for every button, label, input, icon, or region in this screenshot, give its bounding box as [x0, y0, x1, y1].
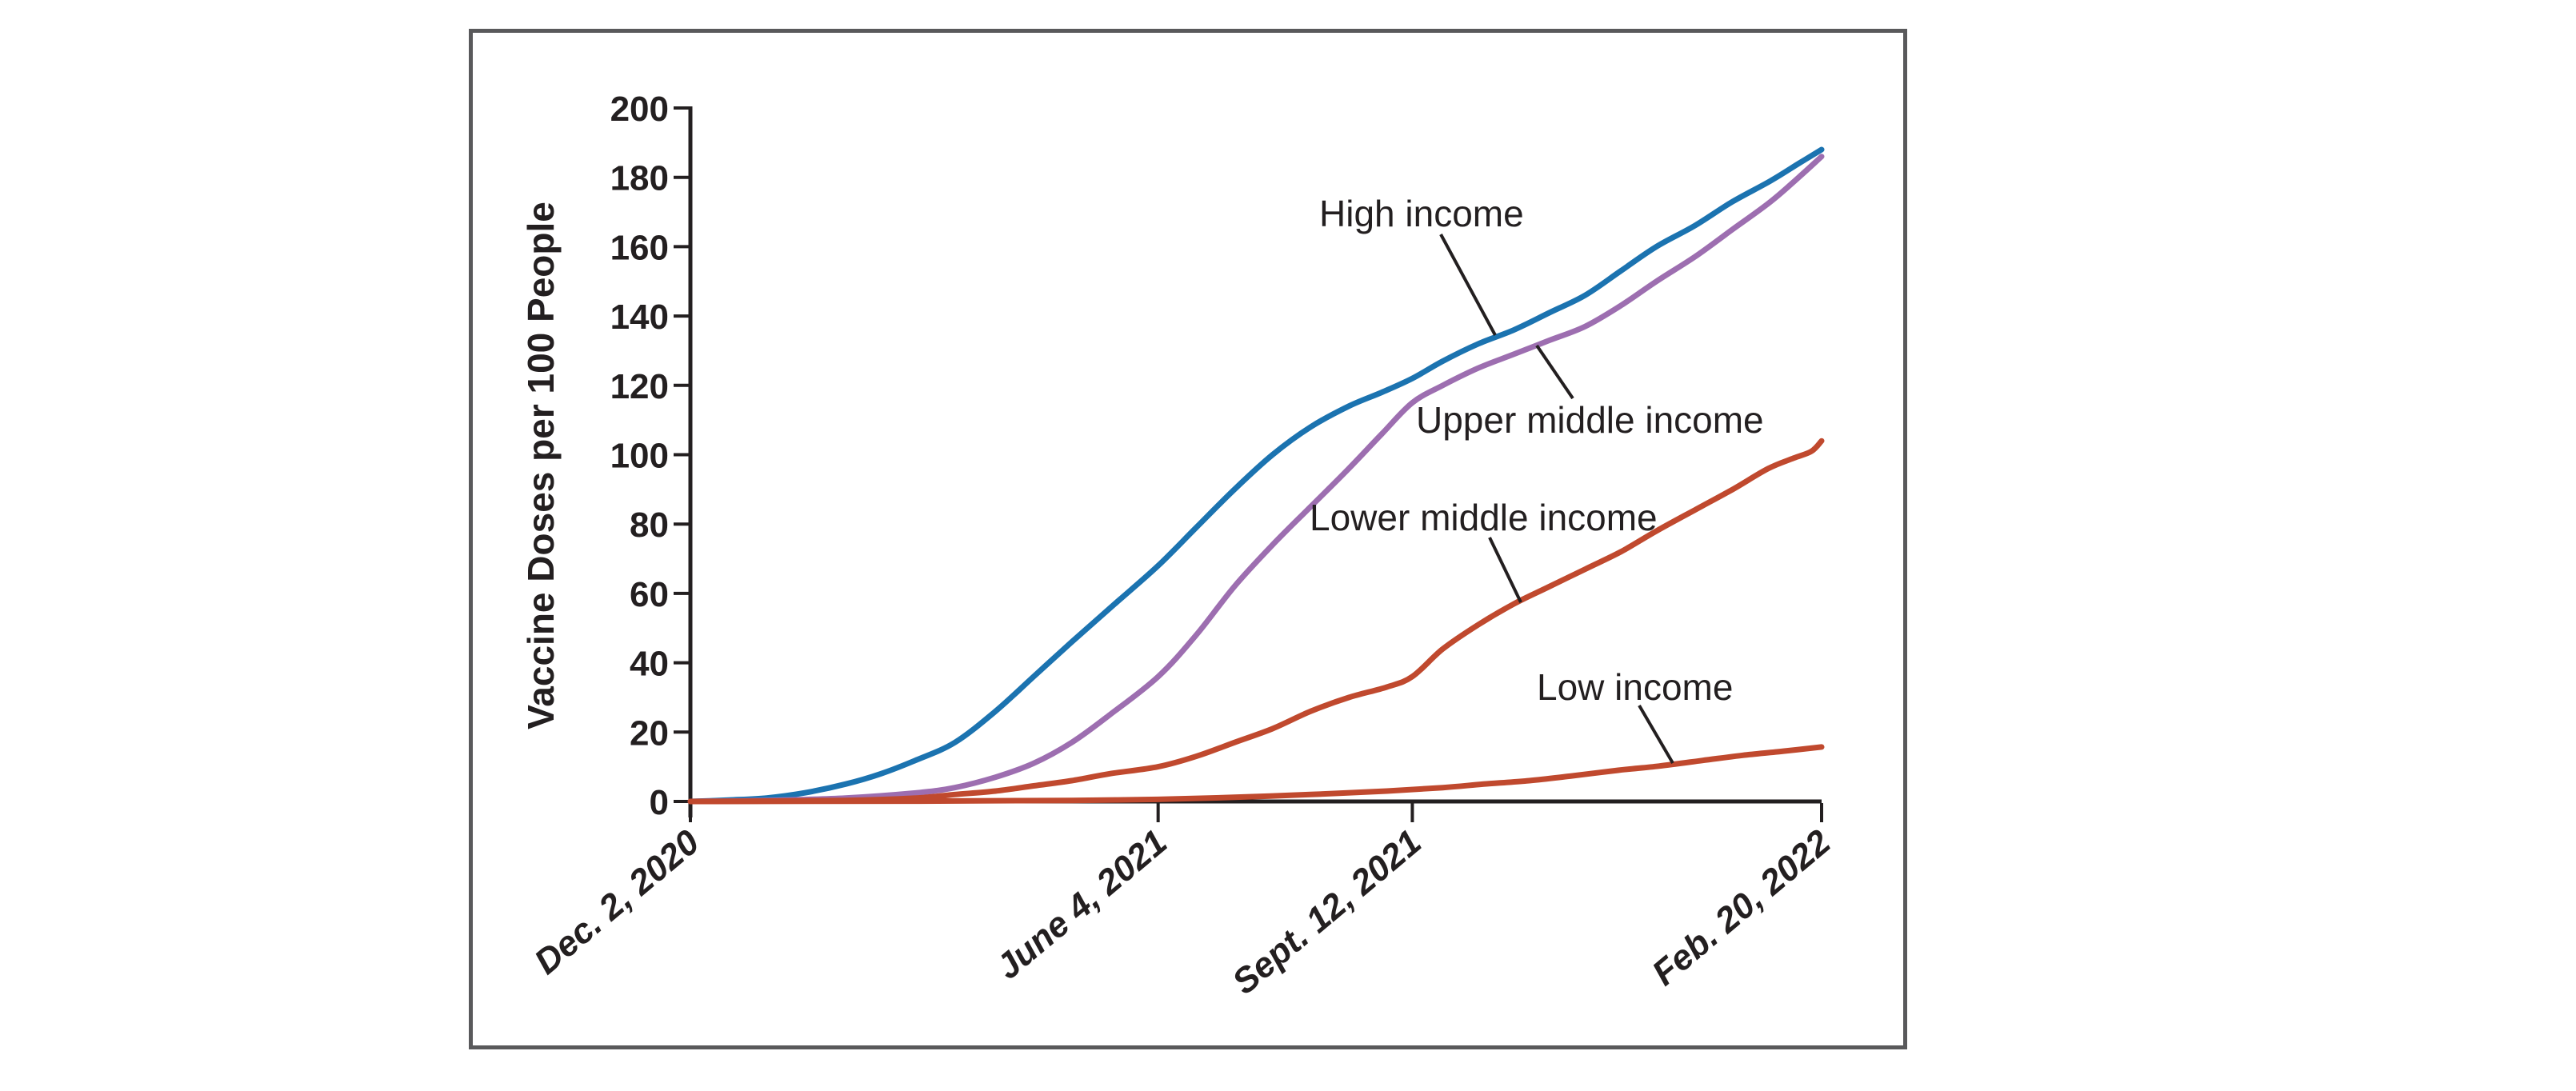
- y-tick-label: 100: [610, 437, 669, 476]
- y-tick-label: 80: [630, 506, 669, 545]
- curve-lower-middle-income: [687, 438, 1825, 805]
- x-tick-label: June 4, 2021: [989, 822, 1174, 987]
- y-tick-label: 60: [630, 575, 669, 614]
- curve-upper-middle-income: [687, 154, 1825, 805]
- annotation-layer: High income Upper middle income Lower midd…: [1310, 193, 1764, 765]
- x-tick-label: Sept. 12, 2021: [1225, 822, 1428, 1002]
- x-tick-label: Dec. 2, 2020: [527, 822, 707, 982]
- y-tick-label: 140: [610, 298, 669, 337]
- annotation-high-income: High income: [1319, 193, 1524, 234]
- x-tick-label: Feb. 20, 2022: [1645, 822, 1838, 993]
- annotation-lower-middle-income: Lower middle income: [1310, 497, 1658, 538]
- y-tick-label: 160: [610, 228, 669, 267]
- annotation-leader-line: [1439, 234, 1497, 336]
- y-axis-title: Vaccine Doses per 100 People: [520, 202, 562, 729]
- y-tick-label: 120: [610, 367, 669, 406]
- annotation-leader-line: [1638, 704, 1674, 765]
- annotation-leader-line: [1535, 344, 1574, 400]
- annotation-low-income: Low income: [1537, 666, 1733, 708]
- y-tick-label: 20: [630, 713, 669, 753]
- y-tick-label: 180: [610, 159, 669, 198]
- curve-low-income: [687, 744, 1825, 805]
- y-tick-label: 40: [630, 645, 669, 684]
- annotation-upper-middle-income: Upper middle income: [1416, 399, 1764, 441]
- axes-layer: 0 20 40 60 80 100 120 140 160 180 200 Dec. 2, 2020 J…: [527, 90, 1838, 1002]
- y-tick-label: 200: [610, 90, 669, 129]
- y-tick-label: 0: [650, 783, 669, 822]
- annotation-leader-line: [1488, 537, 1522, 603]
- curve-high-income: [687, 146, 1825, 805]
- series-layer: [687, 146, 1825, 805]
